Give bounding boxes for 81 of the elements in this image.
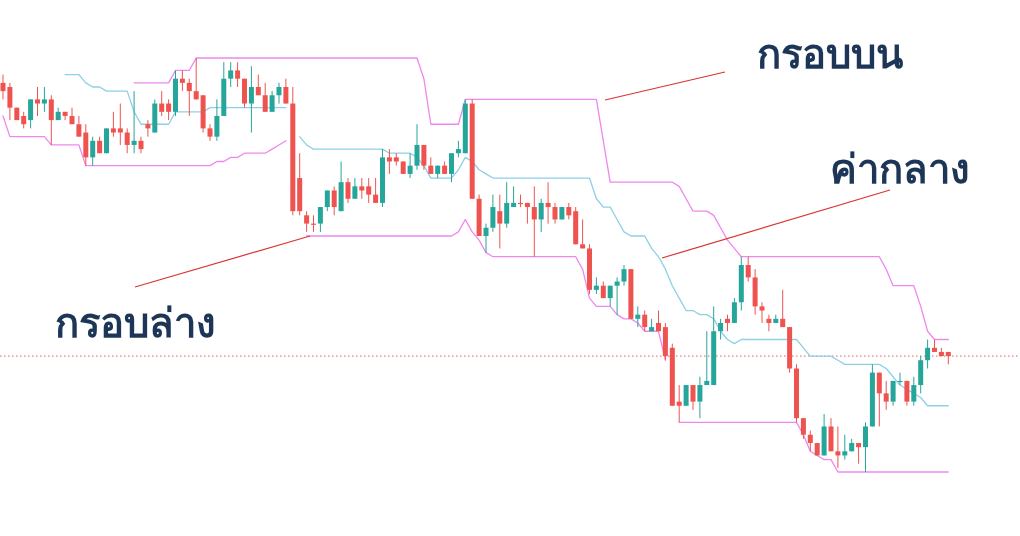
candlestick: [718, 318, 724, 341]
candlestick: [883, 380, 889, 411]
candlestick: [807, 430, 813, 452]
candlestick: [925, 339, 931, 369]
candlestick: [76, 115, 82, 138]
candlestick: [531, 185, 537, 258]
candlestick: [131, 90, 137, 154]
candlestick: [731, 297, 737, 324]
annotation: ค่ากลาง: [830, 147, 970, 191]
candlestick: [842, 434, 848, 461]
candlestick: [421, 144, 427, 171]
candlestick: [138, 136, 144, 154]
candlestick: [179, 69, 185, 92]
candlestick: [545, 181, 551, 225]
candlestick: [117, 103, 123, 146]
candlestick: [235, 61, 241, 88]
candlestick: [90, 136, 96, 167]
candlestick: [642, 310, 648, 332]
candlestick: [800, 417, 806, 440]
candlestick: [269, 90, 275, 113]
candlestick: [331, 185, 337, 216]
candlestick: [504, 181, 510, 229]
candlestick: [345, 177, 351, 204]
candlestick: [690, 384, 696, 411]
candlestick: [41, 86, 47, 113]
candlestick: [366, 177, 372, 204]
candlestick: [373, 177, 379, 204]
candlestick: [704, 330, 710, 386]
candlestick: [276, 82, 282, 105]
candlestick: [304, 210, 310, 233]
candlestick: [538, 198, 544, 233]
candlestick: [262, 82, 268, 113]
candlestick: [35, 86, 40, 117]
candlestick: [697, 376, 703, 419]
candlestick: [863, 421, 868, 473]
candlestick: [876, 372, 882, 427]
candlestick: [186, 78, 192, 117]
candlestick: [145, 119, 151, 138]
candlestick: [745, 256, 751, 283]
candlestick: [110, 111, 116, 138]
candlestick: [614, 276, 620, 316]
candlestick: [580, 218, 586, 249]
candlestick: [62, 111, 68, 121]
candlestick: [359, 177, 365, 200]
candlestick: [207, 123, 213, 142]
candlestick: [449, 152, 454, 183]
candlestick: [317, 206, 323, 233]
candlestick: [386, 148, 392, 175]
candlestick: [166, 98, 172, 121]
candlestick: [28, 98, 34, 129]
candlestick: [483, 223, 489, 254]
candlestick: [552, 202, 558, 225]
candlestick: [911, 376, 917, 407]
candlestick: [759, 301, 765, 324]
candlestick: [497, 194, 503, 249]
candlestick: [766, 314, 772, 332]
candlestick: [780, 289, 786, 328]
candlestick: [676, 384, 682, 423]
candlestick: [635, 305, 641, 328]
candlestick: [621, 264, 627, 287]
candlestick: [283, 78, 289, 105]
annotation: กรอบล่าง: [54, 301, 216, 345]
candlestick: [856, 442, 862, 465]
candlestick: [48, 94, 54, 146]
annotation: กรอบบน: [757, 32, 903, 76]
candlestick: [193, 57, 199, 100]
candlestick: [414, 123, 420, 171]
candlestick: [324, 189, 330, 212]
candlestick: [904, 380, 910, 407]
candlestick: [124, 127, 130, 154]
candlestick: [159, 90, 165, 117]
candlestick: [407, 152, 413, 179]
candlestick: [69, 107, 75, 125]
candlestick: [228, 61, 234, 88]
candlestick: [890, 380, 896, 407]
candlestick: [248, 65, 254, 134]
candlestick: [490, 194, 496, 233]
candlestick: [835, 425, 841, 469]
candlestick: [214, 98, 220, 142]
candlestick: [683, 384, 689, 407]
candlestick: [352, 177, 358, 200]
